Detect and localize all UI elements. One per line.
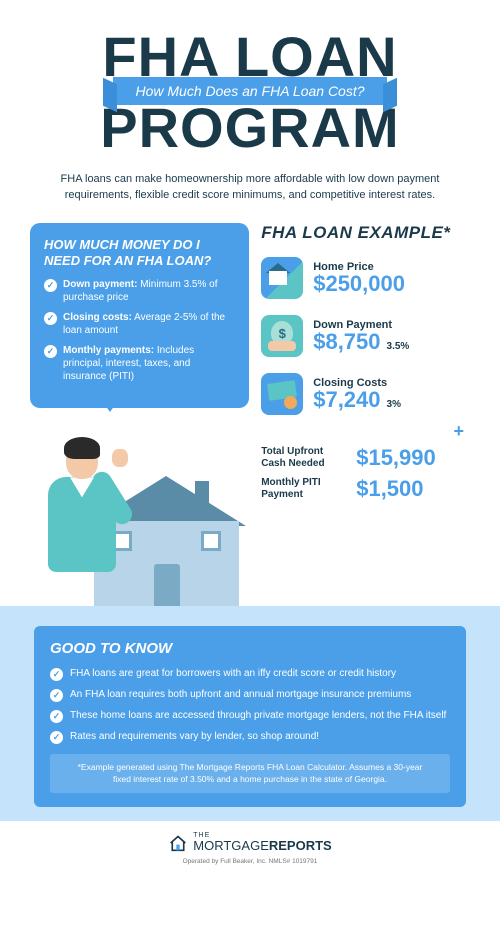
left-column: HOW MUCH MONEY DO I NEED FOR AN FHA LOAN… [30,223,249,606]
example-total-row: Monthly PITI Payment $1,500 [261,477,470,500]
good-to-know-box: GOOD TO KNOW ✓FHA loans are great for bo… [34,626,466,807]
good-to-know-section: GOOD TO KNOW ✓FHA loans are great for bo… [0,606,500,821]
example-row: Closing Costs $7,2403% [261,373,470,415]
total-label: Monthly PITI Payment [261,477,346,500]
check-icon: ✓ [50,689,63,702]
person-icon [30,421,140,616]
check-icon: ✓ [44,279,57,292]
footer: THE MORTGAGEREPORTS Operated by Full Bea… [30,821,470,870]
title-block: FHA LOAN How Much Does an FHA Loan Cost?… [30,30,470,154]
total-value: $15,990 [356,447,436,469]
check-icon: ✓ [44,345,57,358]
check-icon: ✓ [44,312,57,325]
example-value: $8,750 [313,329,380,354]
example-value: $7,240 [313,387,380,412]
check-icon: ✓ [50,731,63,744]
subtitle-ribbon: How Much Does an FHA Loan Cost? [113,77,386,105]
plus-icon: + [261,421,464,442]
good-heading: GOOD TO KNOW [50,640,450,657]
bubble-item: ✓Down payment: Minimum 3.5% of purchase … [44,278,235,304]
speech-bubble: HOW MUCH MONEY DO I NEED FOR AN FHA LOAN… [30,223,249,408]
nmls-text: Operated by Full Beaker, Inc. NMLS# 1019… [30,858,470,865]
example-total-row: Total Upfront Cash Needed $15,990 [261,446,470,469]
good-item: ✓These home loans are accessed through p… [50,709,450,723]
example-title: FHA LOAN EXAMPLE* [261,223,470,243]
good-item: ✓Rates and requirements vary by lender, … [50,730,450,744]
example-row: Home Price $250,000 [261,257,470,299]
illustration [30,426,249,606]
down-payment-icon [261,315,303,357]
closing-costs-icon [261,373,303,415]
example-row: Down Payment $8,7503.5% [261,315,470,357]
total-value: $1,500 [356,478,423,500]
home-price-icon [261,257,303,299]
bubble-heading: HOW MUCH MONEY DO I NEED FOR AN FHA LOAN… [44,237,235,268]
intro-text: FHA loans can make homeownership more af… [30,172,470,203]
check-icon: ✓ [50,710,63,723]
good-item: ✓FHA loans are great for borrowers with … [50,667,450,681]
total-label: Total Upfront Cash Needed [261,446,346,469]
bubble-item: ✓Closing costs: Average 2-5% of the loan… [44,311,235,337]
example-value: $250,000 [313,271,405,296]
good-item: ✓An FHA loan requires both upfront and a… [50,688,450,702]
title-line-2: PROGRAM [30,101,470,154]
disclaimer-text: *Example generated using The Mortgage Re… [50,754,450,793]
check-icon: ✓ [50,668,63,681]
right-column: FHA LOAN EXAMPLE* Home Price $250,000 Do… [261,223,470,606]
bubble-item: ✓Monthly payments: Includes principal, i… [44,344,235,383]
house-logo-icon [168,834,188,852]
title-line-1: FHA LOAN [30,30,470,83]
brand-logo: THE MORTGAGEREPORTS [168,833,331,852]
